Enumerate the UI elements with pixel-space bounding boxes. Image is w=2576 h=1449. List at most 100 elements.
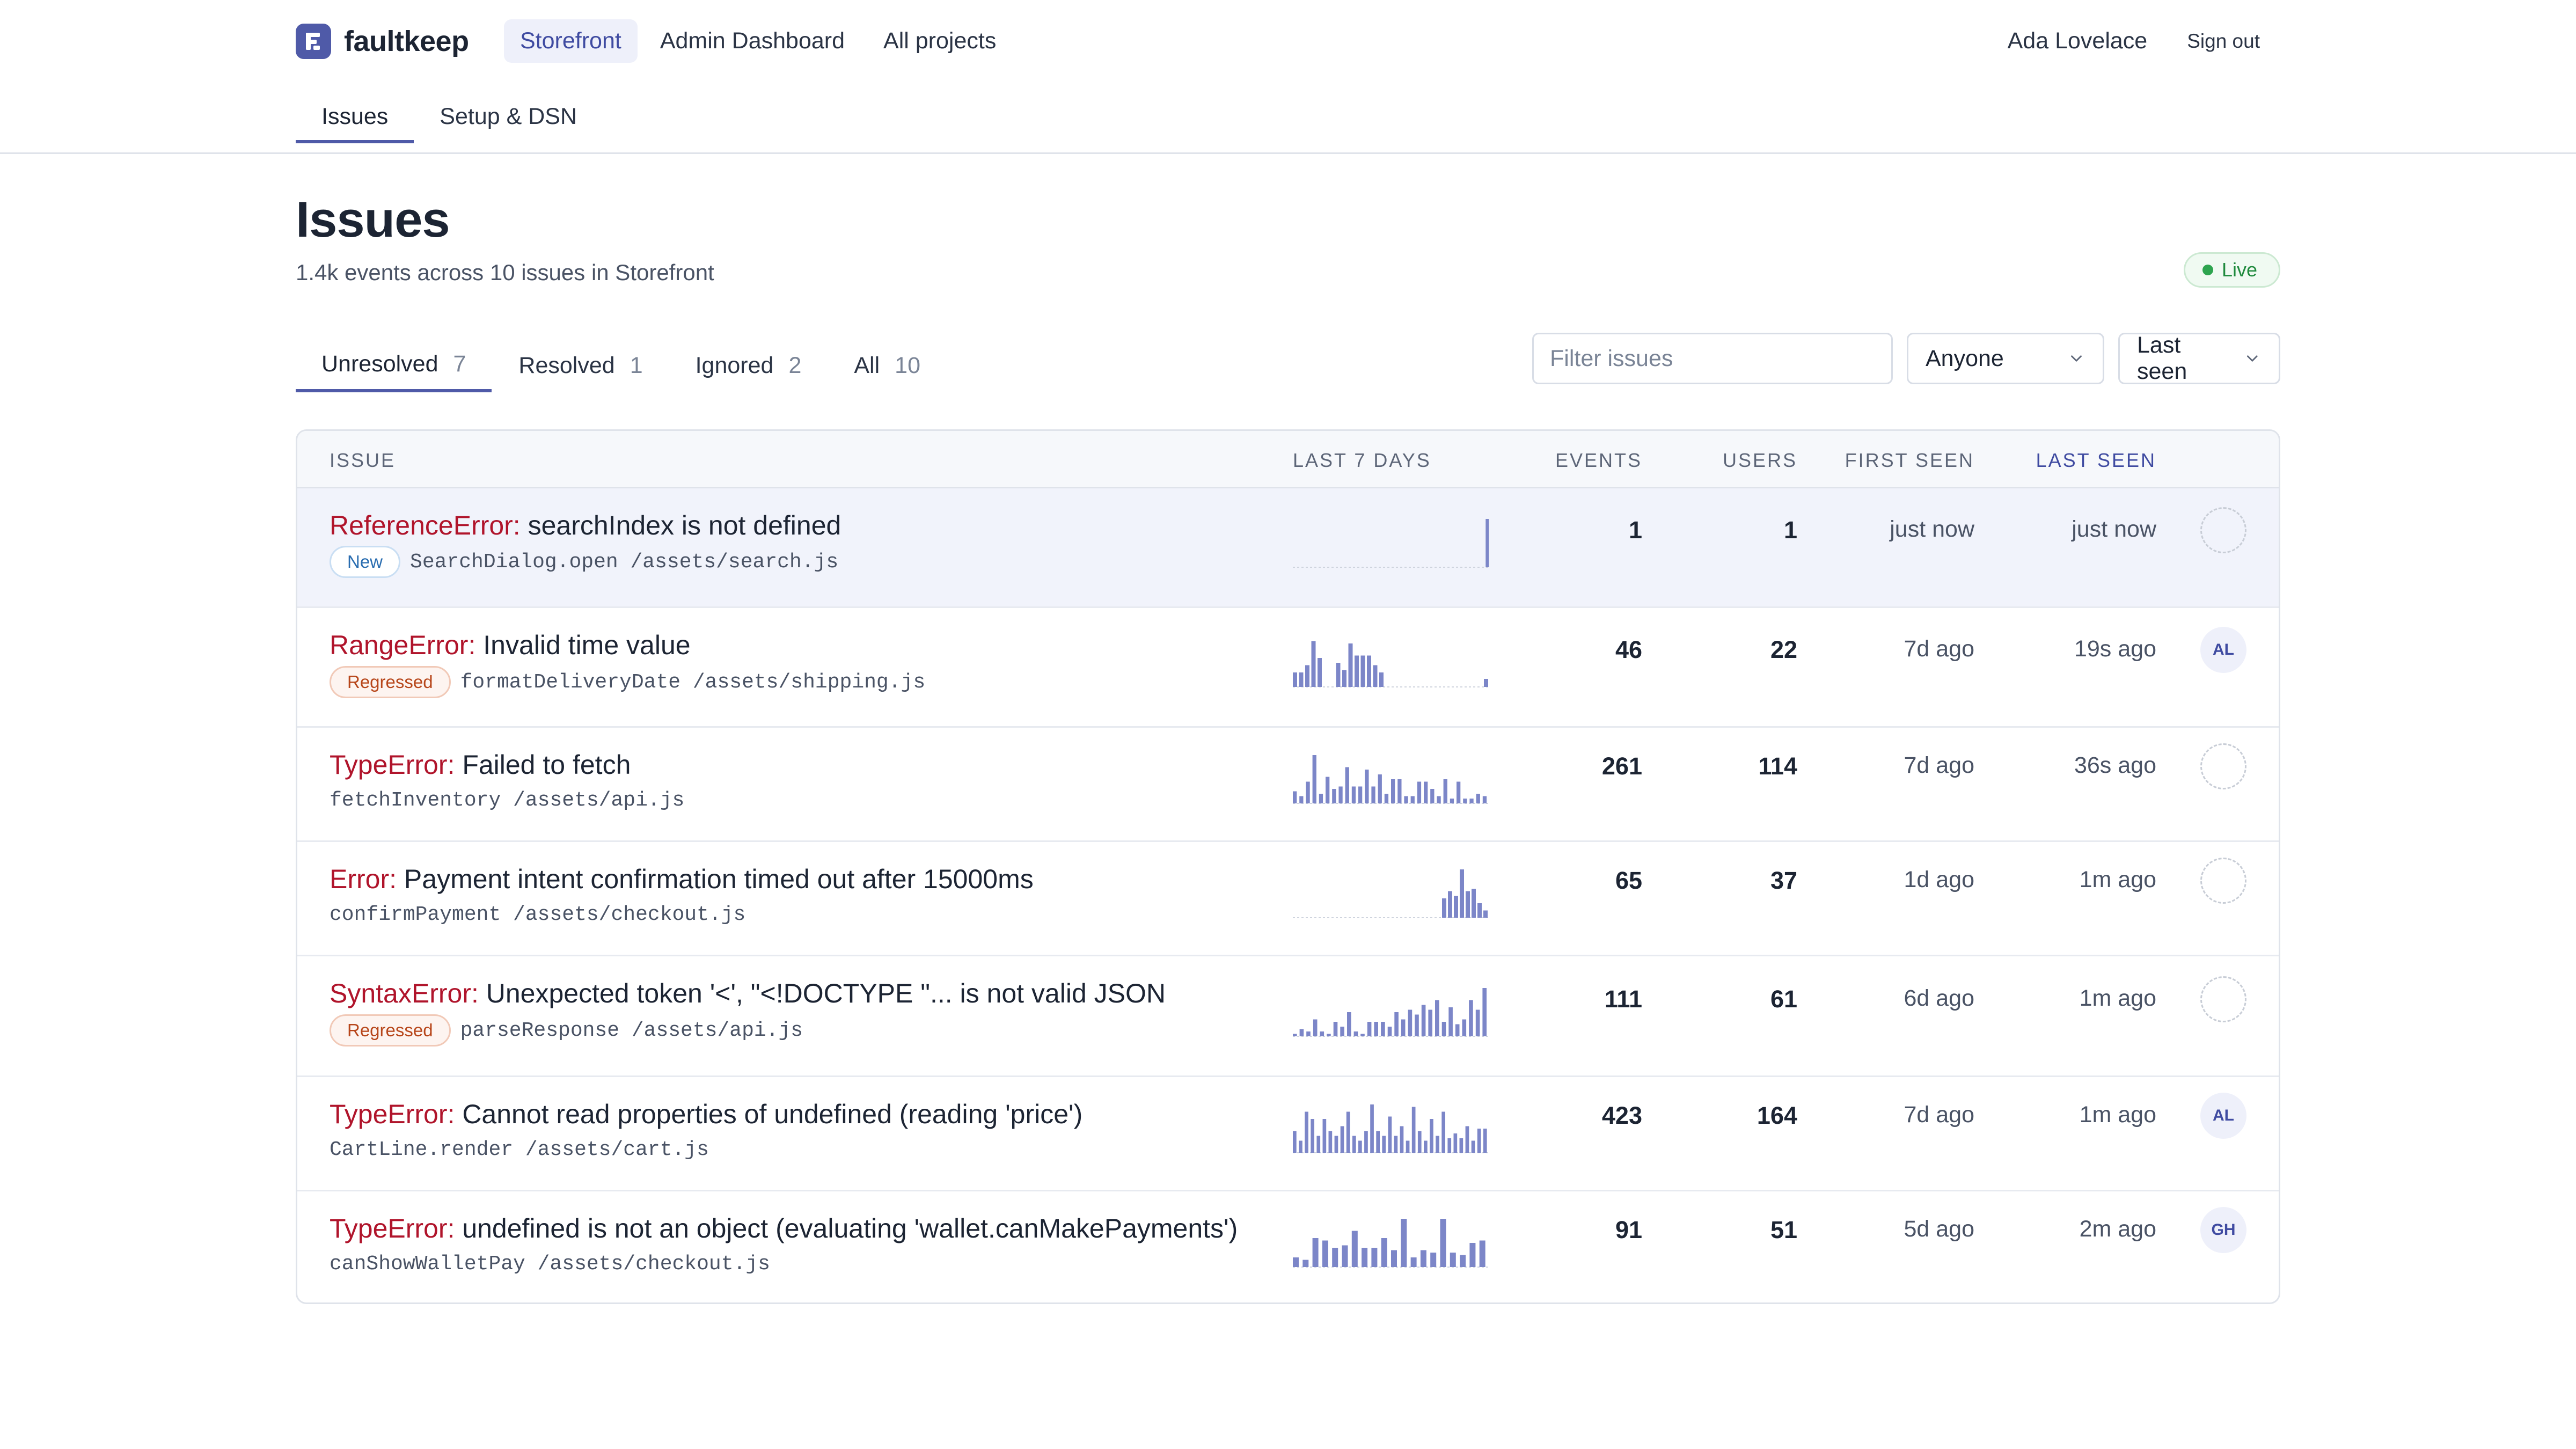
sparkline-bar xyxy=(1378,774,1382,803)
table-row[interactable]: ReferenceError: searchIndex is not defin… xyxy=(297,488,2279,608)
issue-title[interactable]: TypeError: Cannot read properties of und… xyxy=(330,1099,1082,1130)
issue-culprit: SearchDialog.open /assets/search.js xyxy=(410,550,839,574)
project-nav-admin-dashboard[interactable]: Admin Dashboard xyxy=(660,28,845,54)
column-header-users[interactable]: USERS xyxy=(1722,449,1797,471)
events-count: 1 xyxy=(1628,516,1642,544)
tab-issues[interactable]: Issues xyxy=(296,94,414,143)
unassigned-avatar[interactable] xyxy=(2200,507,2246,553)
assignee-avatar[interactable]: AL xyxy=(2200,1093,2246,1139)
tab-setup-dsn[interactable]: Setup & DSN xyxy=(440,104,577,129)
issue-error-type: ReferenceError: xyxy=(330,510,521,540)
table-row[interactable]: TypeError: Failed to fetch fetchInventory… xyxy=(297,728,2279,842)
chevron-down-icon xyxy=(2071,355,2082,362)
unassigned-avatar[interactable] xyxy=(2200,858,2246,904)
sparkline-bar xyxy=(1338,786,1343,803)
sparkline-chart xyxy=(1293,641,1489,687)
sparkline-bar xyxy=(1401,1019,1406,1036)
sparkline-bar xyxy=(1355,655,1359,687)
sparkline-bar xyxy=(1362,1248,1368,1267)
sparkline-bar xyxy=(1394,1012,1399,1036)
column-header-events[interactable]: EVENTS xyxy=(1555,449,1642,471)
issue-title[interactable]: TypeError: undefined is not an object (e… xyxy=(330,1213,1238,1244)
sparkline-bar xyxy=(1334,1136,1338,1153)
users-count: 114 xyxy=(1758,752,1797,780)
sparkline-bar xyxy=(1312,755,1316,803)
issue-error-type: RangeError: xyxy=(330,630,476,660)
sparkline-bar xyxy=(1360,655,1365,687)
table-row[interactable]: RangeError: Invalid time value Regressed f… xyxy=(297,608,2279,728)
issue-error-type: TypeError: xyxy=(330,750,455,780)
sparkline-bar xyxy=(1483,1129,1487,1153)
sparkline-bar xyxy=(1462,1019,1467,1036)
tab-ignored[interactable]: Ignored 2 xyxy=(670,330,828,392)
sparkline-bar xyxy=(1373,665,1378,687)
issue-title[interactable]: TypeError: Failed to fetch xyxy=(330,749,631,780)
sign-out-link[interactable]: Sign out xyxy=(2187,30,2260,52)
sparkline-bar xyxy=(1448,891,1452,918)
user-area: Ada Lovelace Sign out xyxy=(2008,28,2280,54)
sparkline-bar xyxy=(1441,1022,1446,1036)
assignee-initials: AL xyxy=(2213,1107,2234,1124)
sparkline-bar xyxy=(1364,1131,1368,1153)
assignee-dropdown[interactable]: Anyone xyxy=(1907,333,2104,384)
first-seen: 7d ago xyxy=(1904,752,1974,778)
table-row[interactable]: Error: Payment intent confirmation timed… xyxy=(297,842,2279,956)
table-row[interactable]: SyntaxError: Unexpected token '<', "<!DO… xyxy=(297,956,2279,1077)
events-count: 111 xyxy=(1604,985,1642,1013)
first-seen: 7d ago xyxy=(1904,1102,1974,1128)
sparkline-bar xyxy=(1450,1253,1456,1267)
sparkline-bar xyxy=(1454,896,1458,918)
status-tabs: Unresolved 7 Resolved 1 Ignored 2 All 10 xyxy=(296,330,947,392)
issue-title[interactable]: ReferenceError: searchIndex is not defin… xyxy=(330,510,841,541)
issue-title[interactable]: Error: Payment intent confirmation timed… xyxy=(330,863,1034,895)
user-name[interactable]: Ada Lovelace xyxy=(2007,28,2148,54)
sparkline-bar xyxy=(1421,1005,1426,1036)
assignee-avatar[interactable]: GH xyxy=(2200,1207,2246,1253)
sparkline-bar xyxy=(1302,1260,1309,1267)
tab-resolved[interactable]: Resolved 1 xyxy=(493,330,668,392)
table-row[interactable]: TypeError: undefined is not an object (e… xyxy=(297,1191,2279,1302)
sparkline-bar xyxy=(1381,1238,1387,1267)
last-seen: 19s ago xyxy=(2074,636,2156,662)
sparkline-chart xyxy=(1293,869,1489,918)
tab-unresolved[interactable]: Unresolved 7 xyxy=(296,330,492,392)
sparkline-bar xyxy=(1299,796,1304,803)
first-seen: 7d ago xyxy=(1904,636,1974,662)
issue-title[interactable]: SyntaxError: Unexpected token '<', "<!DO… xyxy=(330,978,1166,1009)
tab-all[interactable]: All 10 xyxy=(828,330,946,392)
assignee-avatar[interactable]: AL xyxy=(2200,627,2246,673)
brand[interactable]: faultkeep xyxy=(296,24,469,59)
sparkline-bar xyxy=(1476,794,1480,803)
sparkline-bar xyxy=(1370,1104,1374,1153)
filter-issues-input[interactable] xyxy=(1532,333,1893,384)
sparkline-bar xyxy=(1424,781,1428,803)
unassigned-avatar[interactable] xyxy=(2200,976,2246,1022)
sort-dropdown[interactable]: Last seen xyxy=(2118,332,2280,384)
sparkline-bar xyxy=(1475,1009,1480,1036)
sparkline-bar xyxy=(1453,1133,1458,1153)
unassigned-avatar[interactable] xyxy=(2200,743,2246,789)
table-header: ISSUE LAST 7 DAYS EVENTS USERS FIRST SEE… xyxy=(297,431,2279,488)
column-header-last-7-days: LAST 7 DAYS xyxy=(1293,449,1431,471)
sparkline-bar xyxy=(1411,1107,1416,1153)
table-row[interactable]: TypeError: Cannot read properties of und… xyxy=(297,1077,2279,1191)
sparkline-bar xyxy=(1483,910,1488,918)
issue-title[interactable]: RangeError: Invalid time value xyxy=(330,630,691,661)
live-badge: Live xyxy=(2183,252,2280,288)
issue-culprit: confirmPayment /assets/checkout.js xyxy=(330,903,746,926)
project-nav-storefront[interactable]: Storefront xyxy=(504,19,638,63)
last-seen: 1m ago xyxy=(2079,985,2156,1011)
sparkline-bar xyxy=(1406,1140,1410,1153)
page-subtitle: 1.4k events across 10 issues in Storefro… xyxy=(296,260,714,285)
sparkline-chart xyxy=(1293,1104,1489,1153)
column-header-first-seen[interactable]: FIRST SEEN xyxy=(1845,449,1974,471)
project-nav-all-projects[interactable]: All projects xyxy=(883,28,997,54)
sparkline-bar xyxy=(1408,1009,1413,1036)
sparkline-bar xyxy=(1313,1019,1318,1036)
column-header-last-seen[interactable]: LAST SEEN xyxy=(2036,449,2156,471)
sparkline-bar xyxy=(1305,665,1309,687)
issue-error-type: TypeError: xyxy=(330,1213,455,1243)
sparkline-bar xyxy=(1367,1022,1372,1036)
sparkline-bar xyxy=(1299,1029,1304,1036)
issues-table: ISSUE LAST 7 DAYS EVENTS USERS FIRST SEE… xyxy=(296,429,2280,1304)
